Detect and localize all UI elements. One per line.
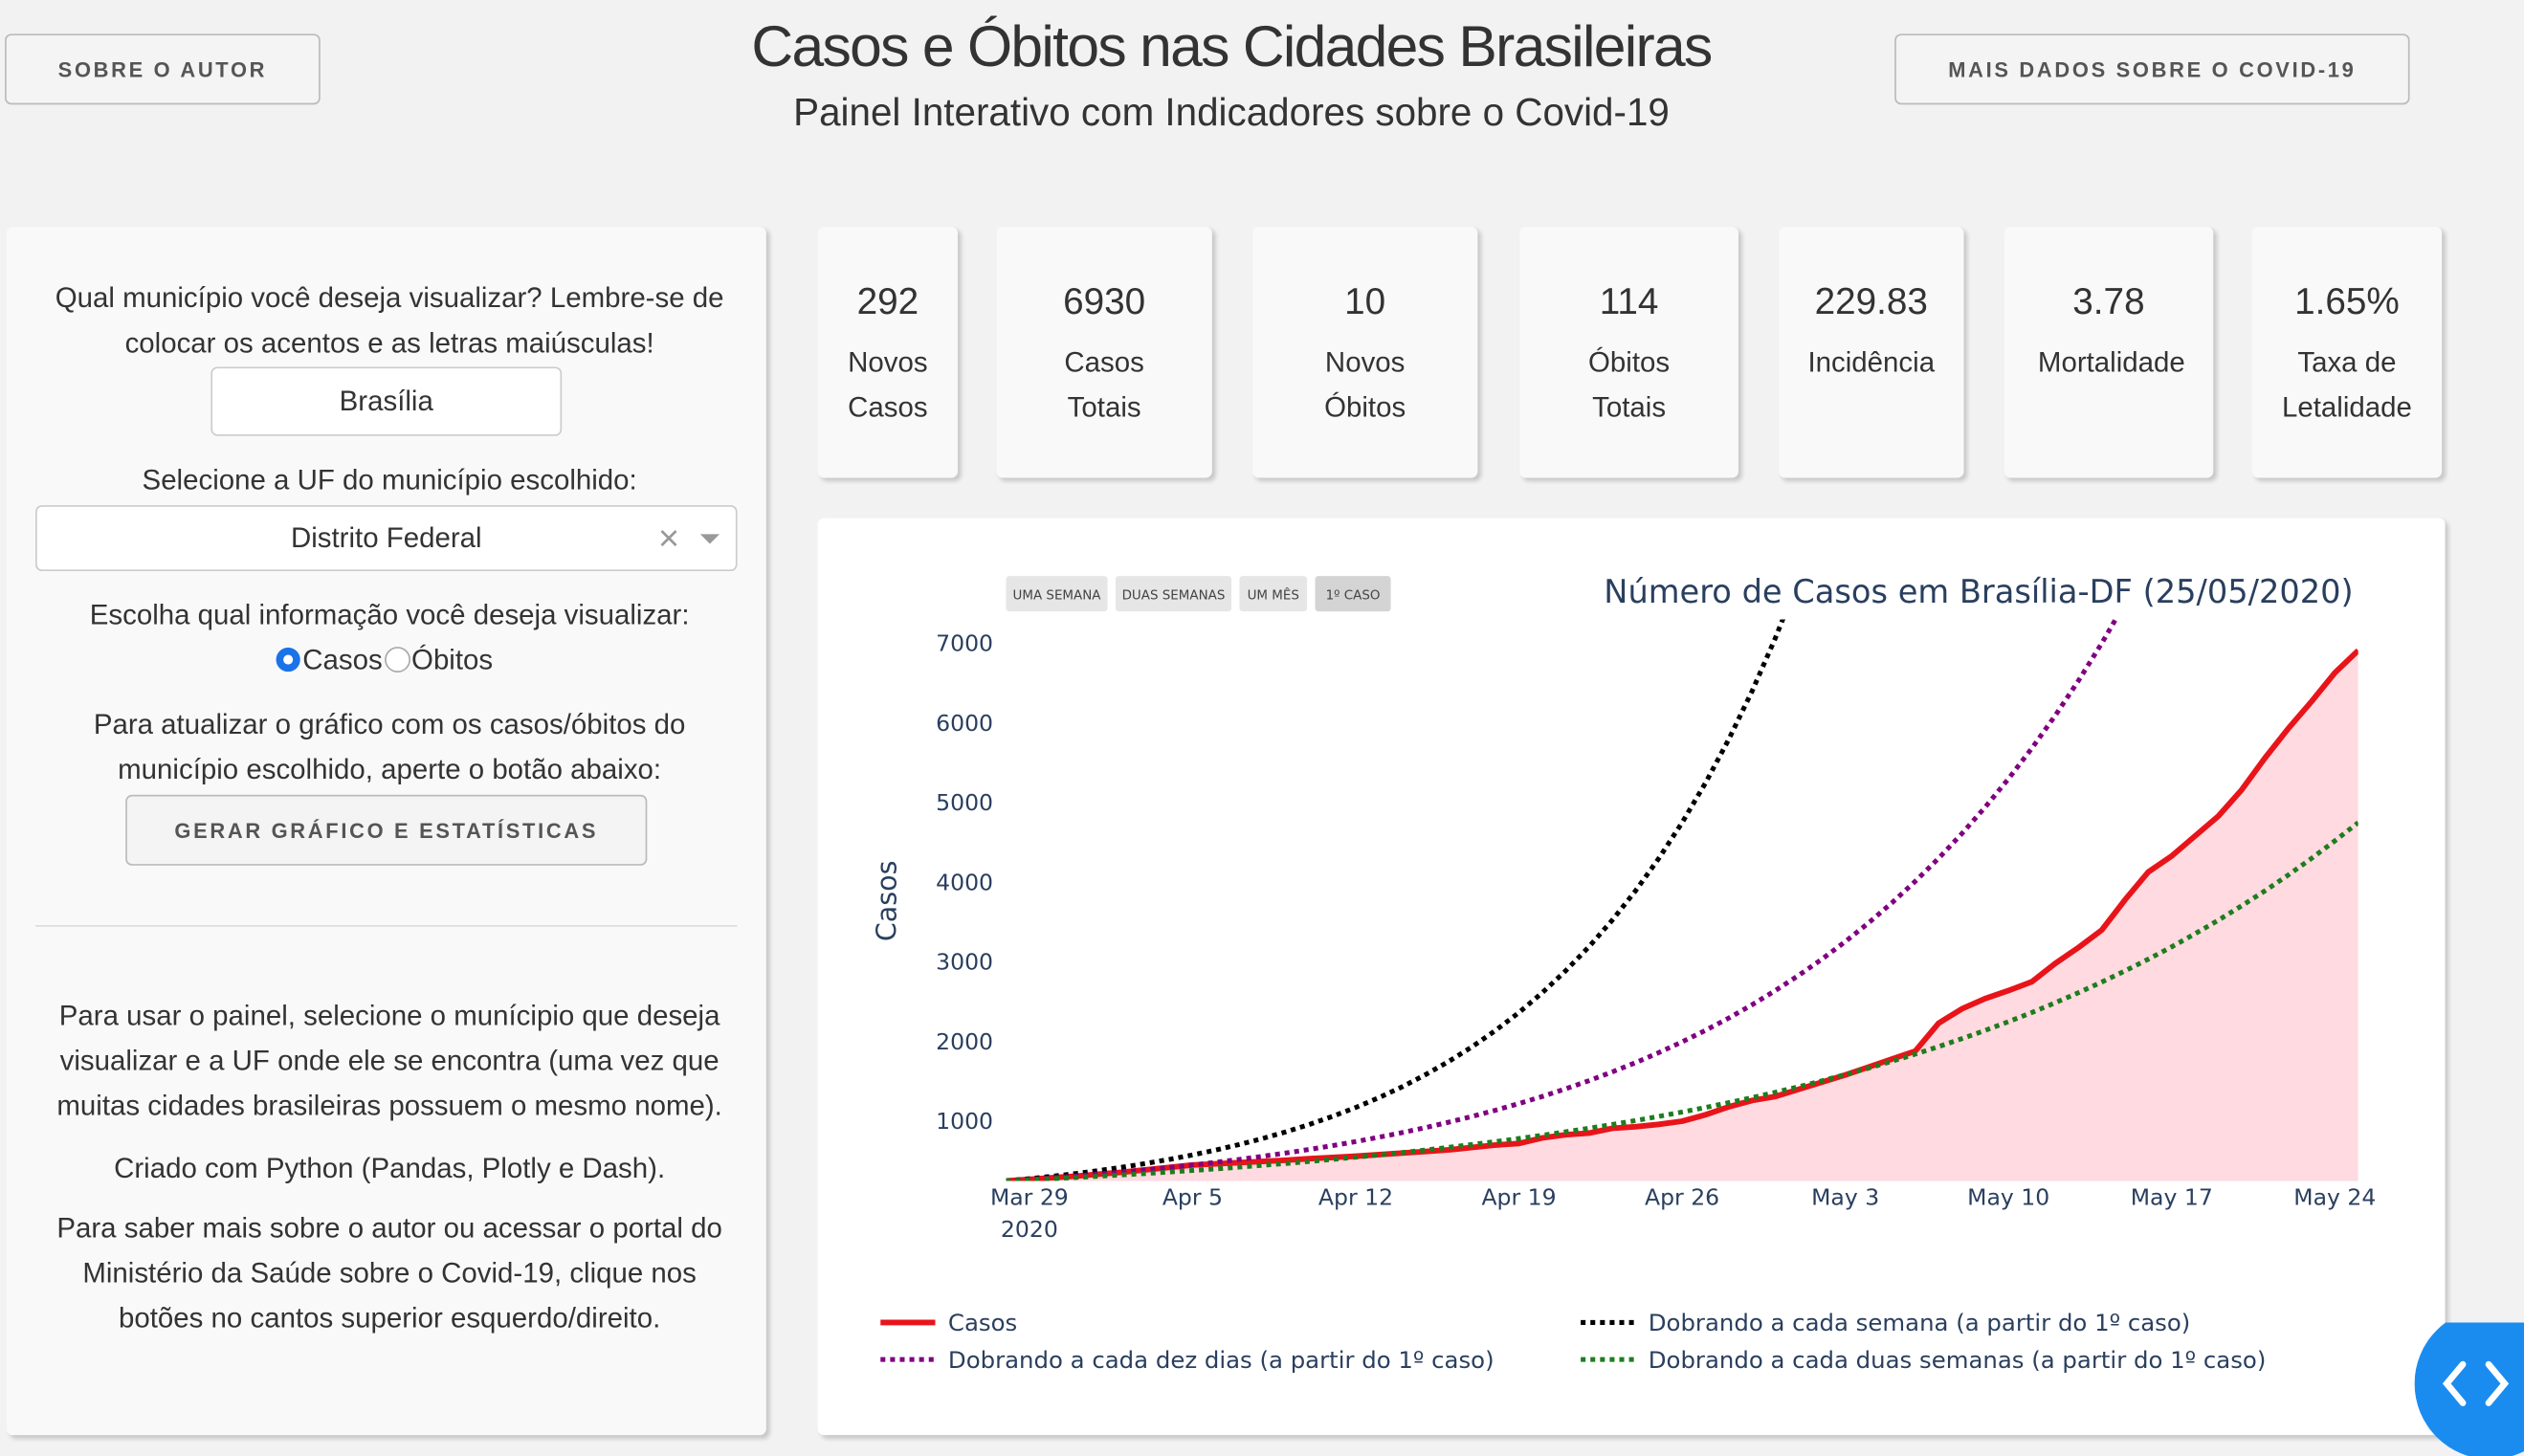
range-button-label[interactable]: 1º CASO xyxy=(1326,588,1381,603)
stat-label: Mortalidade xyxy=(2037,345,2185,379)
uf-select[interactable]: Distrito Federal xyxy=(35,505,738,572)
x-tick-label: Apr 12 xyxy=(1318,1183,1393,1210)
range-button-label[interactable]: UM MÊS xyxy=(1248,585,1299,603)
stat-label: Incidência xyxy=(1807,345,1936,379)
update-prompt: Para atualizar o gráfico com os casos/ób… xyxy=(93,707,686,785)
stat-label-wrap: Mortalidade xyxy=(2004,340,2214,385)
stat-label: Óbitos Totais xyxy=(1588,345,1671,424)
legend-label: Dobrando a cada dez dias (a partir do 1º… xyxy=(948,1346,1494,1374)
stat-value: 3.78 xyxy=(2072,279,2145,322)
y-tick-label: 2000 xyxy=(936,1028,993,1055)
note: Para usar o painel, selecione o munícipi… xyxy=(56,999,722,1122)
legend-label: Dobrando a cada semana (a partir do 1º c… xyxy=(1649,1309,2191,1336)
radio-label[interactable]: Óbitos xyxy=(411,642,494,675)
radio-group: Casos Óbitos xyxy=(274,637,493,682)
y-tick-label: 7000 xyxy=(936,630,993,657)
line xyxy=(1006,619,1785,1181)
range-button[interactable] xyxy=(1115,576,1232,612)
y-tick-label: 4000 xyxy=(936,869,993,895)
x-year-label: 2020 xyxy=(1001,1216,1058,1243)
x-tick-label: May 3 xyxy=(1811,1183,1879,1210)
stat-label: Novos Óbitos xyxy=(1324,345,1406,424)
stat-card: 10 Novos Óbitos xyxy=(1251,227,1478,478)
stat-value: 6930 xyxy=(1063,279,1146,322)
stat-card: 1.65% Taxa de Letalidade xyxy=(2251,227,2443,478)
stat-value: 229.83 xyxy=(1814,279,1928,322)
stat-card: 292 Novos Casos xyxy=(817,227,959,478)
y-tick-label: 3000 xyxy=(936,949,993,976)
note: Criado com Python (Pandas, Plotly e Dash… xyxy=(114,1152,666,1184)
range-button[interactable] xyxy=(1315,576,1391,612)
x-tick-label: Apr 5 xyxy=(1162,1183,1223,1210)
chart-card: Número de Casos em Brasília-DF (25/05/20… xyxy=(817,518,2446,1436)
stat-label: Casos Totais xyxy=(1064,345,1144,424)
legend-label: Casos xyxy=(948,1309,1017,1336)
y-tick-label: 6000 xyxy=(936,710,993,737)
x-tick-label: May 17 xyxy=(2131,1183,2213,1210)
range-button[interactable] xyxy=(1239,576,1308,612)
x-tick-label: Mar 29 xyxy=(990,1183,1069,1210)
divider xyxy=(35,925,738,927)
stat-value: 114 xyxy=(1599,279,1659,322)
stat-value: 292 xyxy=(856,279,919,322)
radio-unchecked[interactable] xyxy=(383,645,411,673)
y-tick-label: 1000 xyxy=(936,1108,993,1135)
stat-label: Novos Casos xyxy=(848,345,928,424)
line xyxy=(1006,619,2119,1181)
page-subtitle: Painel Interativo com Indicadores sobre … xyxy=(793,91,1670,136)
stat-value: 10 xyxy=(1344,279,1386,322)
range-button-label[interactable]: UMA SEMANA xyxy=(1013,588,1102,603)
page-title: Casos e Óbitos nas Cidades Brasileiras xyxy=(751,12,1713,79)
stat-label-wrap: Óbitos Totais xyxy=(1519,340,1738,430)
stat-label-wrap: Incidência xyxy=(1779,340,1963,385)
uf-select-value: Distrito Federal xyxy=(290,520,482,554)
stat-label-wrap: Novos Casos xyxy=(818,340,958,430)
x-tick-label: May 10 xyxy=(1967,1183,2049,1210)
stat-card: 3.78 Mortalidade xyxy=(2004,227,2214,478)
stat-label-wrap: Novos Óbitos xyxy=(1252,340,1478,430)
select-icons xyxy=(660,530,720,547)
stat-card: 6930 Casos Totais xyxy=(996,227,1212,478)
line xyxy=(1006,820,2358,1181)
uf-prompt: Selecione a UF do município escolhido: xyxy=(142,463,637,496)
stat-card: 114 Óbitos Totais xyxy=(1519,227,1738,478)
city-input[interactable]: Brasília xyxy=(210,366,563,436)
about-button[interactable]: SOBRE O AUTOR xyxy=(5,33,321,105)
stat-label-wrap: Casos Totais xyxy=(996,340,1211,430)
toggle-code-button[interactable] xyxy=(2414,1322,2524,1456)
range-button-label[interactable]: DUAS SEMANAS xyxy=(1122,588,1226,603)
city-prompt: Qual município você deseja visualizar? L… xyxy=(55,281,724,360)
y-axis-title: Casos xyxy=(871,860,903,941)
stat-label-wrap: Taxa de Letalidade xyxy=(2252,340,2443,430)
radio-checked[interactable] xyxy=(274,645,302,673)
area xyxy=(1006,650,2358,1181)
note: Para saber mais sobre o autor ou acessar… xyxy=(56,1211,722,1335)
more-data-button[interactable]: MAIS DADOS SOBRE O COVID-19 xyxy=(1894,33,2410,105)
line xyxy=(1006,648,2358,1181)
stat-card: 229.83 Incidência xyxy=(1779,227,1964,478)
x-tick-label: Apr 19 xyxy=(1481,1183,1556,1210)
control-panel: Qual município você deseja visualizar? L… xyxy=(6,227,766,1436)
range-button[interactable] xyxy=(1006,576,1108,612)
legend-label: Dobrando a cada duas semanas (a partir d… xyxy=(1649,1346,2267,1374)
generate-button[interactable]: GERAR GRÁFICO E ESTATÍSTICAS xyxy=(125,794,648,866)
plot-area xyxy=(1006,619,2358,1181)
radio-label[interactable]: Casos xyxy=(302,642,383,675)
x-tick-label: Apr 26 xyxy=(1645,1183,1719,1210)
stat-value: 1.65% xyxy=(2294,279,2400,322)
info-prompt: Escolha qual informação você deseja visu… xyxy=(89,598,690,631)
y-tick-label: 5000 xyxy=(936,789,993,816)
chart: Número de Casos em Brasília-DF (25/05/20… xyxy=(871,573,2377,1374)
chart-title: Número de Casos em Brasília-DF (25/05/20… xyxy=(1604,573,2353,610)
x-tick-label: May 24 xyxy=(2293,1183,2376,1210)
stat-label: Taxa de Letalidade xyxy=(2281,345,2412,424)
